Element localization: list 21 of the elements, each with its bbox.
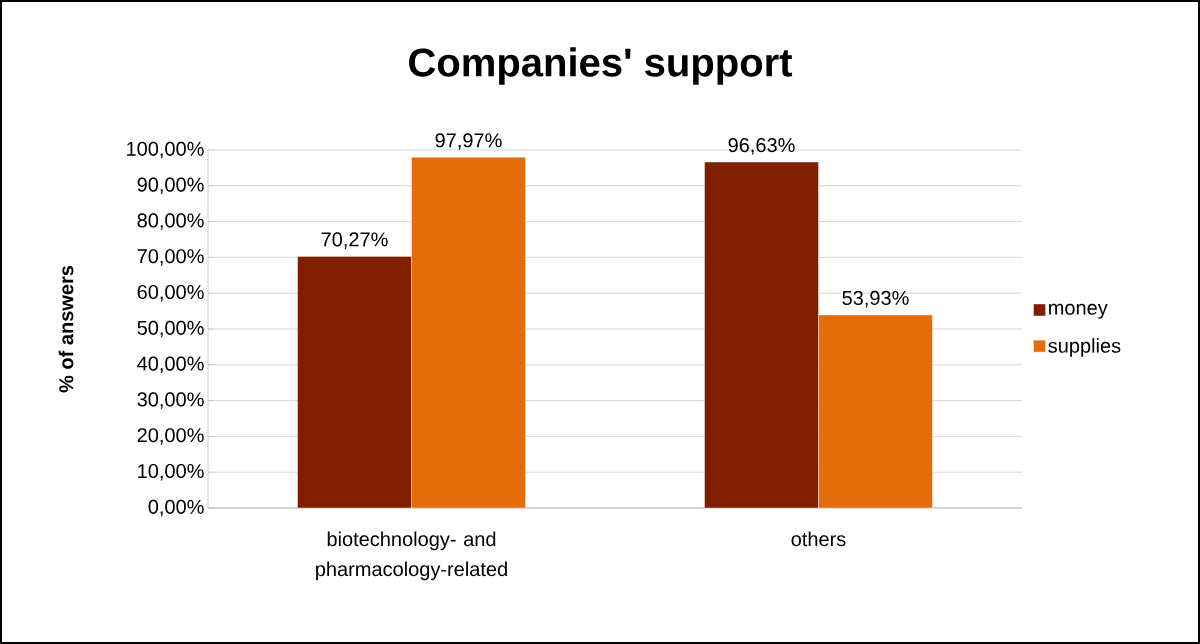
y-tick-label: 70,00%: [137, 249, 204, 266]
data-label: 97,97%: [435, 133, 502, 150]
data-label: 53,93%: [842, 290, 909, 308]
y-tick-label: 50,00%: [137, 320, 204, 338]
legend-label: money: [1049, 303, 1108, 319]
y-tick-label: 30,00%: [137, 392, 204, 409]
x-tick-label: others: [791, 531, 846, 547]
x-tick-label: biotechnology- and pharmacology-related: [316, 531, 507, 581]
y-tick-label: 100,00%: [127, 141, 204, 159]
legend-label: supplies: [1048, 338, 1121, 357]
y-tick-label: 40,00%: [137, 356, 204, 374]
y-axis-title: % of answers: [58, 265, 74, 393]
chart-title: Companies' support: [409, 47, 793, 85]
data-label: 96,63%: [728, 138, 795, 155]
y-tick-label: 90,00%: [137, 177, 204, 195]
y-tick-label: 0,00%: [148, 499, 204, 517]
y-tick-label: 20,00%: [137, 428, 204, 445]
y-tick-label: 10,00%: [138, 463, 204, 481]
y-tick-label: 60,00%: [137, 284, 204, 302]
data-label: 70,27%: [321, 232, 388, 249]
y-tick-label: 80,00%: [137, 213, 204, 230]
